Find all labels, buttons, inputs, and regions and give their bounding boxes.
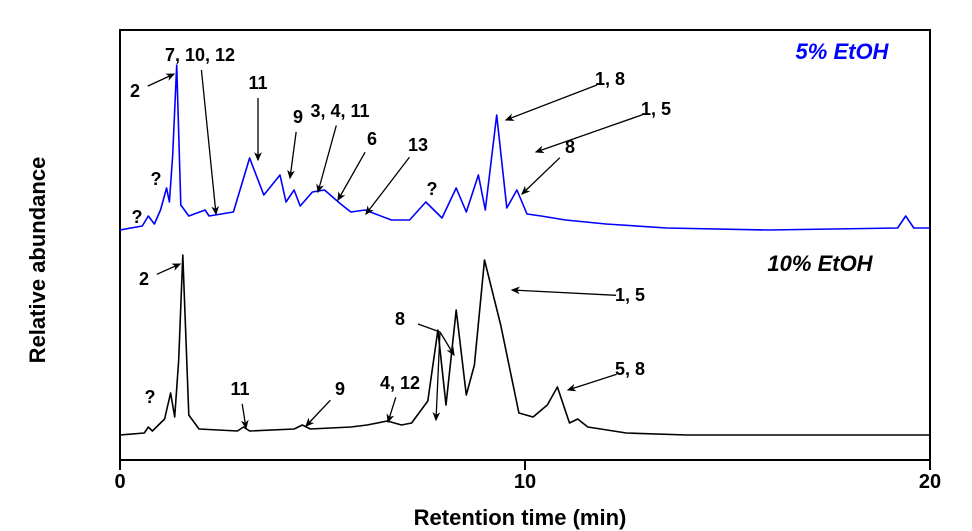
peak-label: 13 bbox=[408, 135, 428, 155]
peak-label: ? bbox=[427, 179, 438, 199]
peak-label: 3, 4, 11 bbox=[310, 101, 369, 121]
svg-text:20: 20 bbox=[919, 471, 941, 493]
peak-label: ? bbox=[145, 387, 156, 407]
peak-label: 8 bbox=[565, 137, 575, 157]
peak-label: 11 bbox=[230, 379, 249, 399]
peak-label: 9 bbox=[293, 107, 303, 127]
x-axis-label: Retention time (min) bbox=[414, 505, 627, 531]
peak-label: 1, 5 bbox=[641, 99, 671, 119]
peak-label: 11 bbox=[248, 73, 267, 93]
title-5pct: 5% EtOH bbox=[796, 39, 889, 65]
peak-label: 4, 12 bbox=[380, 373, 420, 393]
peak-label: ? bbox=[132, 207, 143, 227]
peak-label: 8 bbox=[395, 309, 405, 329]
y-axis-label: Relative abundance bbox=[25, 157, 51, 364]
svg-text:0: 0 bbox=[114, 471, 125, 493]
peak-label: ? bbox=[151, 169, 162, 189]
title-10pct: 10% EtOH bbox=[767, 251, 872, 277]
svg-text:10: 10 bbox=[514, 471, 536, 493]
peak-label: 7, 10, 12 bbox=[165, 45, 235, 65]
chromatogram-chart: 0 10 20 2?? 7, 10, 12 11 9 3, 4, 11 6 13? 1, 8 1, 5… bbox=[0, 0, 972, 527]
peak-label: 2 bbox=[130, 81, 140, 101]
peak-label: 1, 8 bbox=[595, 69, 625, 89]
peak-label: 2 bbox=[139, 269, 149, 289]
peak-label: 1, 5 bbox=[615, 285, 645, 305]
peak-label: 9 bbox=[335, 379, 345, 399]
peak-label: 5, 8 bbox=[615, 359, 645, 379]
peak-label: 6 bbox=[367, 129, 377, 149]
